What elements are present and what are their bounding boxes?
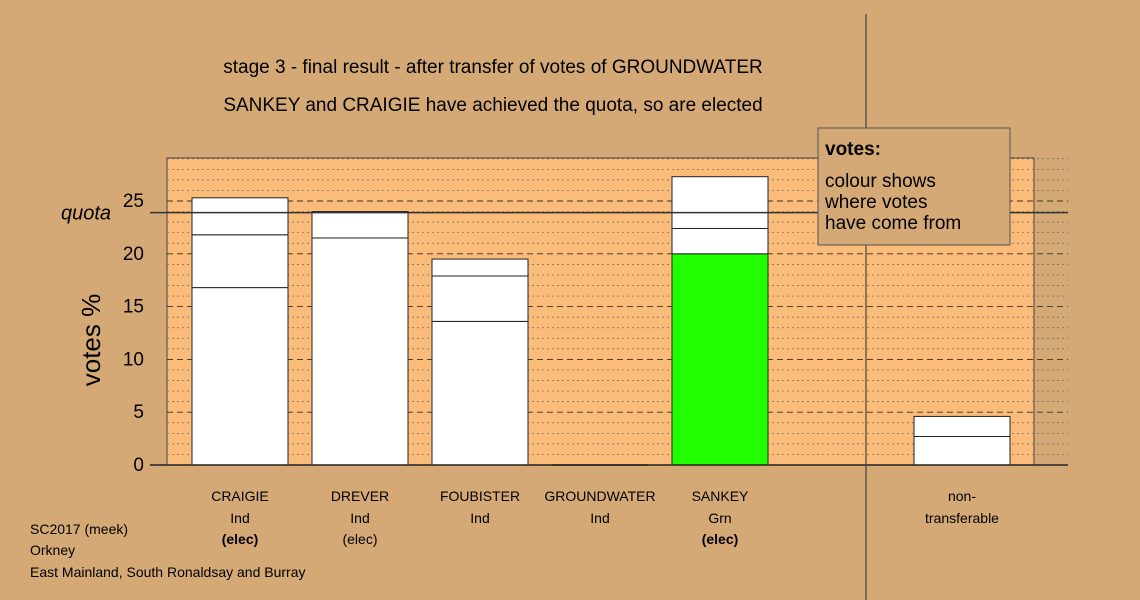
legend-title: votes: xyxy=(825,139,881,160)
bar-segment xyxy=(913,415,1011,437)
y-tick-label: 15 xyxy=(123,297,144,318)
bar-segment xyxy=(191,234,289,289)
bar-segment xyxy=(191,287,289,466)
y-tick-label: 25 xyxy=(123,191,144,212)
footer-line: SC2017 (meek) xyxy=(30,521,128,537)
legend-box xyxy=(817,127,1011,246)
bar-segment xyxy=(431,258,529,277)
x-label-name: CRAIGIE xyxy=(211,488,269,504)
bar-sankey xyxy=(671,176,769,466)
legend-line: colour shows xyxy=(825,171,936,192)
bar-segment xyxy=(431,275,529,322)
x-label-nontransferable: transferable xyxy=(925,510,999,526)
x-label-nontransferable: non- xyxy=(948,488,976,504)
x-label-party: Ind xyxy=(350,510,369,526)
bar-segment xyxy=(671,176,769,229)
bar-nontransferable xyxy=(913,415,1011,466)
bar-segment xyxy=(311,211,409,239)
legend-line: have come from xyxy=(825,213,961,234)
y-tick-label: 20 xyxy=(123,244,144,265)
bar-segment xyxy=(671,253,769,466)
x-label-status: (elec) xyxy=(222,531,259,547)
x-label-party: Ind xyxy=(590,510,609,526)
bar-segment xyxy=(431,320,529,466)
bar-segment xyxy=(913,435,1011,466)
y-tick-label: 5 xyxy=(133,402,144,423)
bar-segment xyxy=(191,197,289,236)
x-label-party: Ind xyxy=(470,510,489,526)
legend: votes: colour shows where votes have com… xyxy=(817,127,1011,246)
y-tick-label: 10 xyxy=(123,349,144,370)
chart-title: stage 3 - final result - after transfer … xyxy=(223,57,763,78)
x-label-name: GROUNDWATER xyxy=(544,488,655,504)
x-label-status: (elec) xyxy=(702,531,739,547)
bar-segment xyxy=(671,227,769,255)
x-label-party: Ind xyxy=(230,510,249,526)
bar-segment xyxy=(311,237,409,466)
x-label-name: DREVER xyxy=(331,488,389,504)
y-axis-label: votes % xyxy=(76,294,106,387)
footer-line: Orkney xyxy=(30,542,75,558)
footer: SC2017 (meek) Orkney East Mainland, Sout… xyxy=(30,521,306,580)
bar-foubister xyxy=(431,258,529,466)
bar-craigie xyxy=(191,197,289,466)
x-label-name: FOUBISTER xyxy=(440,488,520,504)
legend-line: where votes xyxy=(824,192,927,213)
chart-subtitle: SANKEY and CRAIGIE have achieved the quo… xyxy=(223,95,762,116)
x-label-name: SANKEY xyxy=(692,488,749,504)
footer-line: East Mainland, South Ronaldsay and Burra… xyxy=(30,564,306,580)
quota-label: quota xyxy=(61,203,111,225)
y-tick-label: 0 xyxy=(133,455,144,476)
x-label-party: Grn xyxy=(708,510,731,526)
bar-drever xyxy=(311,211,409,466)
x-label-status: (elec) xyxy=(342,531,377,547)
